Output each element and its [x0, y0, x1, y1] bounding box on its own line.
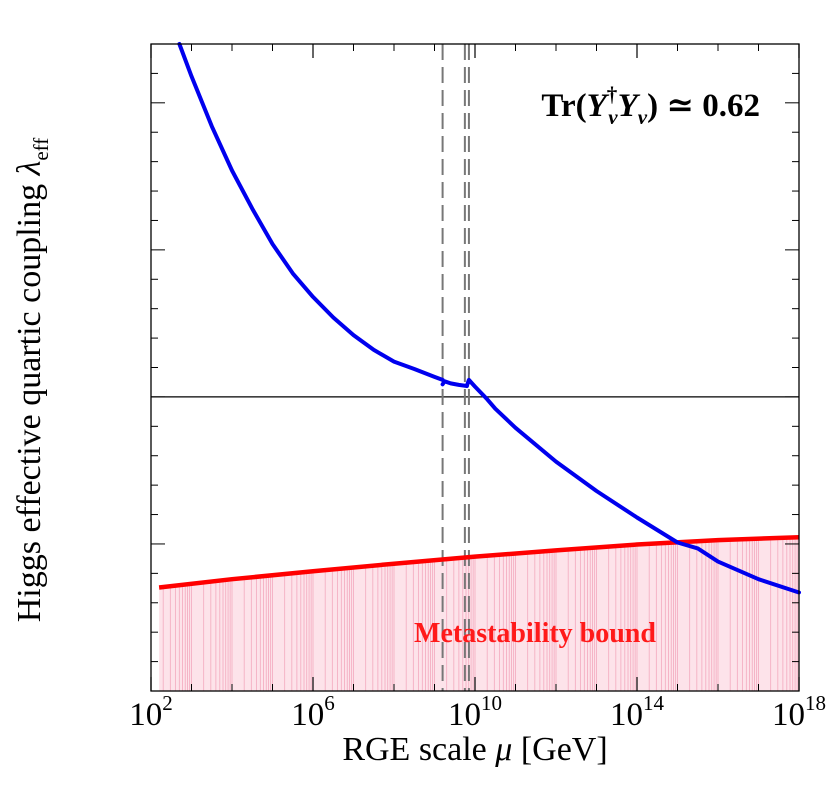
x-tick-base: 10: [129, 697, 162, 733]
y-ticks: [151, 43, 799, 692]
x-tick-exponent: 14: [643, 691, 665, 715]
x-tick-exponent: 10: [481, 691, 502, 715]
trace-annotation: Tr(Y† νYν) ≃ 0.62: [541, 82, 760, 129]
x-tick-label: 1018: [772, 691, 826, 733]
x-tick-label: 102: [129, 691, 173, 733]
band-fill: [159, 537, 800, 691]
series-group: [158, 42, 801, 595]
x-tick-base: 10: [772, 697, 805, 733]
metastability-band: [159, 537, 800, 691]
x-axis-title: RGE scale μ [GeV]: [342, 731, 607, 768]
x-tick-exponent: 18: [805, 691, 826, 715]
x-tick-exponent: 2: [162, 691, 173, 715]
x-tick-exponent: 6: [324, 691, 335, 715]
lambda-eff-line: [177, 42, 445, 382]
x-tick-label: 1014: [610, 691, 665, 733]
x-ticks: 102 106 1010 1014 1018: [129, 44, 826, 733]
metastability-bound-line: [158, 534, 800, 590]
lambda-eff-line: [440, 379, 469, 388]
metastability-label: Metastability bound: [414, 618, 656, 649]
x-tick-base: 10: [291, 697, 324, 733]
x-tick-base: 10: [448, 697, 481, 733]
x-tick-label: 1010: [448, 691, 502, 733]
lambda-eff-line: [464, 377, 801, 595]
threshold-lines: [441, 44, 470, 691]
x-tick-label: 106: [291, 691, 335, 733]
x-tick-base: 10: [610, 697, 643, 733]
y-axis-title: Higgs effective quartic coupling λeff: [11, 138, 53, 623]
